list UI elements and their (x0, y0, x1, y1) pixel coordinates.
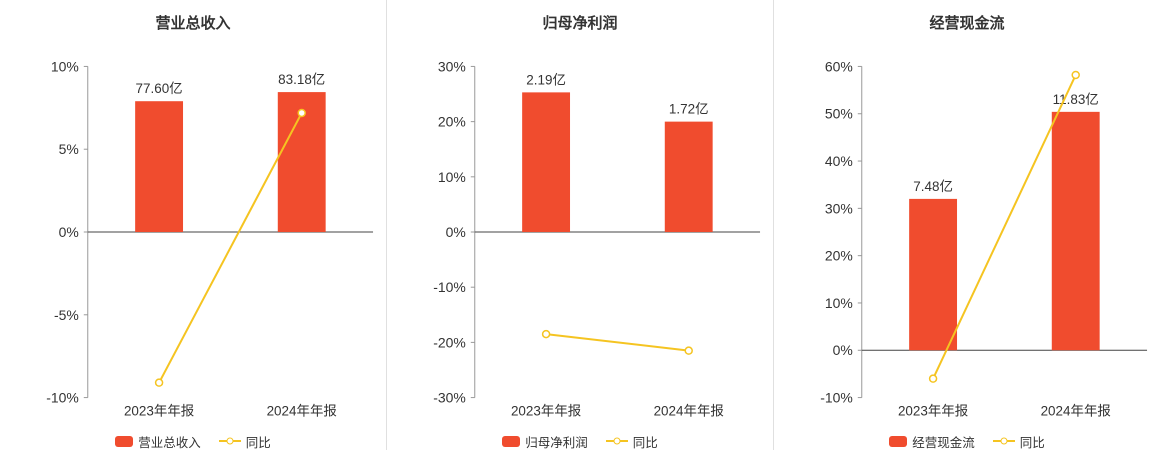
legend-label: 归母净利润 (525, 435, 588, 450)
y-tick-label: -10% (820, 390, 853, 406)
legend-label: 同比 (632, 435, 658, 450)
legend-item-bar-series[interactable]: 归母净利润 (502, 432, 588, 451)
line-series-swatch (992, 437, 1015, 445)
bar-series-swatch (889, 435, 908, 447)
y-tick-label: 0% (833, 342, 853, 358)
chart-panel-revenue: 营业总收入 10% 5% 0% -5% -10% 77.60亿 2023年年报 83.18亿 2… (0, 0, 386, 450)
yoy-point (684, 346, 693, 355)
net-profit-chart-plot: 30% 20% 10% 0% -10% -20% -30% 2.19亿 2023年年报 1.72亿… (433, 58, 761, 419)
bar-value-label: 2.19亿 (526, 72, 566, 87)
chart-legend: 经营现金流 同比 (774, 432, 1160, 450)
y-tick-label: 10% (438, 169, 466, 185)
bar (135, 101, 184, 233)
legend-item-bar-series[interactable]: 营业总收入 (115, 432, 201, 451)
legend-label: 同比 (245, 435, 271, 450)
line-series-dot (613, 437, 621, 445)
line-series-swatch (605, 437, 628, 445)
chart-legend: 营业总收入 同比 (0, 432, 386, 450)
y-tick-label: 10% (825, 295, 853, 311)
yoy-line (158, 112, 303, 384)
revenue-chart-plot: 10% 5% 0% -5% -10% 77.60亿 2023年年报 83.18亿 2024年年报 (46, 58, 374, 419)
line-series-swatch (218, 437, 241, 445)
chart-legend: 归母净利润 同比 (387, 432, 773, 450)
yoy-point (297, 108, 306, 118)
bar (1051, 111, 1100, 351)
bar-value-label: 7.48亿 (913, 179, 953, 194)
y-tick-label: -5% (54, 307, 79, 323)
line-series-dot (226, 437, 234, 445)
bar (664, 121, 713, 233)
y-tick-label: 60% (825, 58, 853, 74)
y-tick-label: -20% (433, 334, 466, 350)
y-tick-label: -10% (433, 279, 466, 295)
y-tick-label: -10% (46, 390, 79, 406)
legend-item-line-series[interactable]: 同比 (992, 432, 1045, 451)
bar-value-label: 83.18亿 (278, 72, 325, 87)
y-tick-label: 20% (438, 114, 466, 130)
chart-panel-operating-cash-flow: 经营现金流 60% 50% 40% 30% 20% 10% 0% -10% 7.48亿 2023年… (773, 0, 1160, 450)
bar-value-label: 77.60亿 (136, 81, 183, 96)
x-category-label: 2023年年报 (511, 404, 581, 419)
y-tick-label: 10% (51, 58, 79, 74)
bar-value-label: 11.83亿 (1053, 92, 1099, 107)
legend-item-line-series[interactable]: 同比 (605, 432, 658, 451)
x-category-label: 2024年年报 (1041, 404, 1111, 419)
chart-panel-net-profit: 归母净利润 30% 20% 10% 0% -10% -20% -30% 2.19亿 2023年年… (386, 0, 773, 450)
y-tick-label: 5% (59, 141, 79, 157)
x-category-label: 2024年年报 (654, 404, 724, 419)
bar-series-swatch (502, 435, 521, 447)
yoy-point (928, 374, 938, 383)
y-tick-label: 30% (438, 58, 466, 74)
legend-label: 经营现金流 (912, 435, 975, 450)
y-tick-label: 50% (825, 106, 853, 122)
x-category-label: 2023年年报 (898, 404, 968, 419)
yoy-line (545, 333, 689, 352)
yoy-point (1071, 70, 1080, 80)
yoy-point (154, 378, 164, 387)
yoy-point (541, 329, 551, 339)
legend-label: 营业总收入 (138, 435, 201, 450)
bar (522, 92, 571, 233)
legend-item-bar-series[interactable]: 经营现金流 (889, 432, 975, 451)
legend-label: 同比 (1019, 435, 1045, 450)
chart-title-revenue: 营业总收入 (155, 15, 231, 32)
bar-series-swatch (115, 435, 134, 447)
y-tick-label: 20% (825, 248, 853, 264)
operating-cash-flow-chart-plot: 60% 50% 40% 30% 20% 10% 0% -10% 7.48亿 2023年年报 11.8… (820, 58, 1148, 419)
y-tick-label: 30% (825, 200, 853, 216)
chart-title-net-profit: 归母净利润 (542, 15, 618, 32)
y-tick-label: 0% (59, 224, 79, 240)
y-tick-label: 0% (446, 224, 466, 240)
x-category-label: 2023年年报 (124, 404, 194, 419)
y-tick-label: -30% (433, 390, 466, 406)
bar-value-label: 1.72亿 (669, 102, 709, 117)
y-tick-label: 40% (825, 153, 853, 169)
x-category-label: 2024年年报 (267, 404, 337, 419)
line-series-dot (1000, 437, 1008, 445)
yoy-line (932, 74, 1077, 380)
chart-title-operating-cash-flow: 经营现金流 (929, 15, 1005, 32)
legend-item-line-series[interactable]: 同比 (218, 432, 271, 451)
bar (909, 198, 958, 351)
